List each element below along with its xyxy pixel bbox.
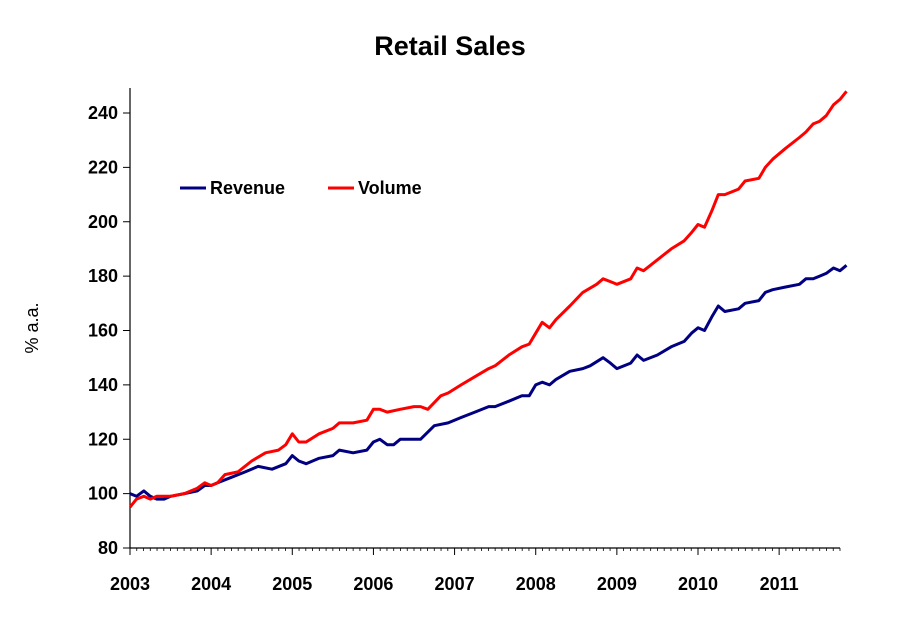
y-tick-label: 80 bbox=[98, 538, 118, 558]
series-line-volume bbox=[128, 90, 848, 509]
axes: 80 100 120 140 160 180 200 220 240 2003 2004 2005 20… bbox=[88, 88, 841, 594]
y-tick-label: 120 bbox=[88, 429, 118, 449]
y-tick-label: 240 bbox=[88, 103, 118, 123]
y-tick-label: 100 bbox=[88, 484, 118, 504]
series-layer bbox=[128, 90, 848, 509]
y-tick-label: 180 bbox=[88, 266, 118, 286]
y-tick-label: 160 bbox=[88, 321, 118, 341]
x-tick-label: 2009 bbox=[597, 574, 637, 594]
x-tick-label: 2007 bbox=[435, 574, 475, 594]
y-axis-label: % a.a. bbox=[22, 302, 42, 353]
x-tick-label: 2004 bbox=[191, 574, 231, 594]
y-tick-label: 200 bbox=[88, 212, 118, 232]
y-tick-label: 220 bbox=[88, 157, 118, 177]
chart-title: Retail Sales bbox=[374, 31, 526, 61]
y-tick-label: 140 bbox=[88, 375, 118, 395]
x-tick-label: 2003 bbox=[110, 574, 150, 594]
x-tick-label: 2011 bbox=[760, 574, 799, 594]
x-tick-label: 2006 bbox=[353, 574, 393, 594]
legend-label-volume: Volume bbox=[358, 178, 422, 198]
legend: Revenue Volume bbox=[180, 178, 422, 198]
x-tick-label: 2005 bbox=[272, 574, 312, 594]
x-tick-label: 2008 bbox=[516, 574, 556, 594]
legend-label-revenue: Revenue bbox=[210, 178, 285, 198]
x-tick-label: 2010 bbox=[678, 574, 718, 594]
series-line-revenue bbox=[129, 264, 848, 501]
